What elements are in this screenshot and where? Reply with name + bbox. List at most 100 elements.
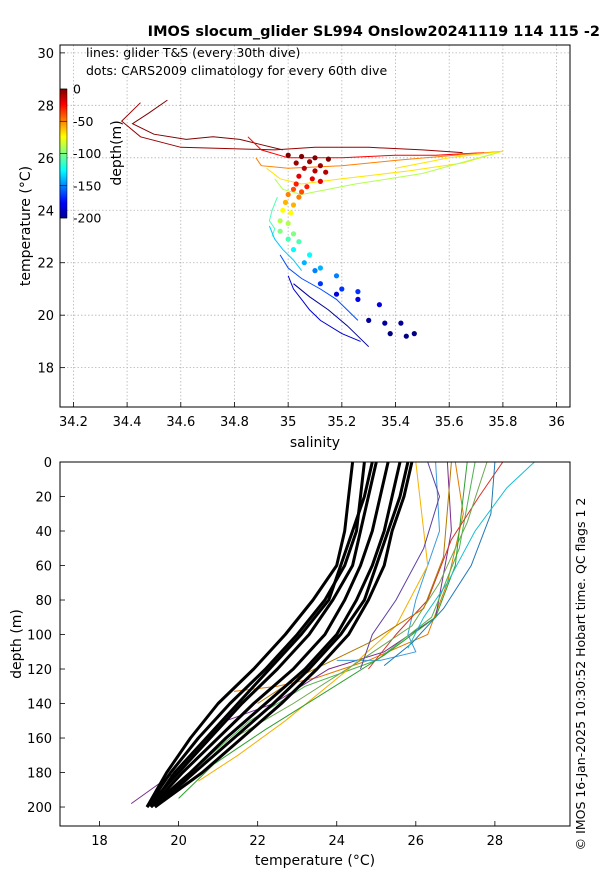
ts-climatology-dot: [288, 210, 294, 216]
glider-profile-line: [233, 461, 488, 739]
profile-y-ticks: 0 20 40 60 80 100 120 140 160 180 200: [27, 456, 65, 816]
ts-y-tick-label: 18: [37, 362, 54, 377]
ts-climatology-dot: [296, 173, 302, 179]
colorbar-tick-label: -100: [73, 146, 101, 161]
ts-climatology-dot: [387, 331, 393, 337]
ts-climatology-dot: [317, 178, 323, 184]
profile-y-tick-label: 180: [27, 767, 52, 782]
page-title: IMOS slocum_glider SL994 Onslow20241119 …: [148, 24, 600, 40]
ts-climatology-dot: [312, 268, 318, 274]
ts-climatology-dot: [339, 286, 345, 292]
ts-x-tick-label: 34.2: [59, 415, 88, 430]
ts-climatology-dot: [296, 239, 302, 245]
ts-climatology-dot: [290, 247, 297, 253]
profile-y-tick-label: 40: [35, 525, 52, 540]
ts-climatology-dot: [282, 199, 289, 205]
ts-climatology-dot: [299, 153, 305, 160]
ts-y-ticks: 18 20 22 24 26 28 30: [37, 47, 65, 377]
ts-y-tick-label: 28: [37, 99, 54, 114]
profile-y-tick-label: 20: [35, 491, 52, 506]
ts-climatology-dot: [323, 169, 329, 175]
profile-y-tick-label: 60: [35, 560, 52, 575]
ts-climatology-dot: [309, 176, 315, 182]
glider-profile-line: [368, 461, 504, 670]
ts-x-tick-label: 35: [280, 415, 297, 430]
climatology-profile-line: [149, 461, 374, 808]
ts-climatology-dot: [317, 265, 323, 271]
ts-x-tick-label: 35.2: [327, 415, 356, 430]
profile-y-tick-label: 160: [27, 732, 52, 747]
climatology-profile-line: [149, 461, 402, 809]
profile-x-tick-label: 22: [249, 834, 266, 849]
profile-x-axis-label: temperature (°C): [255, 853, 375, 869]
colorbar-tick-label: -200: [73, 211, 101, 226]
climatology-profile-line: [153, 461, 410, 809]
ts-climatology-dot: [355, 289, 361, 295]
ts-climatology-dot: [317, 163, 323, 169]
ts-climatology-dot: [285, 191, 291, 198]
ts-climatology-dot: [285, 152, 291, 158]
ts-glider-line: [131, 99, 283, 151]
ts-climatology-dot: [277, 228, 283, 234]
colorbar-tick-label: -50: [73, 114, 93, 129]
glider-profile-line: [336, 461, 441, 661]
ts-climatology-dot: [382, 320, 388, 326]
ts-glider-line: [120, 102, 463, 154]
climatology-profile-line: [154, 461, 414, 809]
ts-climatology-dot: [355, 296, 361, 302]
ts-climatology-dot: [333, 273, 340, 279]
ts-climatology-dot: [290, 202, 297, 208]
profile-y-tick-label: 80: [35, 594, 52, 609]
ts-x-ticks: 34.2 34.4 34.6 34.8 35 35.2 35.4 35.6 35.8 36: [59, 402, 565, 430]
ts-grid: [60, 45, 570, 407]
ts-glider-lines: [120, 99, 504, 348]
climatology-profiles: [145, 461, 414, 809]
ts-glider-line: [293, 283, 370, 348]
ts-climatology-dot: [403, 333, 409, 339]
glider-profile-line: [198, 461, 429, 782]
credit-note: © IMOS 16-Jan-2025 10:30:52 Hobart time.…: [573, 498, 588, 851]
ts-climatology-dot: [277, 218, 283, 224]
ts-climatology-dot: [301, 260, 307, 266]
ts-y-axis-label: temperature (°C): [18, 166, 34, 286]
colorbar-tick-label: 0: [73, 82, 81, 97]
profile-x-tick-label: 18: [91, 834, 108, 849]
ts-glider-line: [287, 275, 361, 342]
ts-x-axis-label: salinity: [290, 435, 340, 451]
ts-x-tick-label: 34.6: [166, 415, 195, 430]
ts-glider-line: [268, 225, 302, 271]
ts-climatology-dot: [333, 291, 340, 297]
ts-climatology-dot: [304, 184, 310, 190]
ts-glider-line: [247, 136, 485, 159]
ts-climatology-dot: [299, 189, 305, 195]
ts-glider-line: [266, 150, 504, 185]
ts-y-tick-label: 20: [37, 309, 54, 324]
ts-climatology-dot: [285, 236, 291, 242]
profile-x-tick-label: 26: [408, 834, 425, 849]
ts-climatology-dot: [411, 331, 417, 337]
legend-lines: lines: glider T&S (every 30th dive): [86, 45, 300, 60]
ts-x-tick-label: 35.4: [381, 415, 410, 430]
ts-climatology-dot: [325, 156, 331, 162]
ts-climatology-dot: [312, 168, 318, 174]
ts-climatology-dot: [285, 220, 291, 226]
climatology-profile-line: [145, 461, 355, 808]
ts-x-tick-label: 36: [548, 415, 565, 430]
ts-climatology-dot: [293, 160, 299, 166]
profile-x-tick-label: 28: [487, 834, 504, 849]
ts-climatology-dot: [312, 155, 318, 161]
ts-climatology-dot: [280, 207, 286, 213]
profile-x-tick-label: 20: [170, 834, 187, 849]
ts-x-tick-label: 35.6: [435, 415, 464, 430]
glider-profile-line: [407, 461, 535, 649]
profile-y-tick-label: 120: [27, 663, 52, 678]
ts-climatology-dot: [307, 159, 313, 165]
profile-plot: 18 20 22 24 26 28 0 20 40 60 80 100 120 140 160 180 200…: [9, 456, 571, 869]
ts-climatology-dot: [290, 231, 297, 237]
profile-y-axis-label: depth (m): [9, 609, 25, 679]
ts-climatology-dot: [366, 317, 372, 323]
ts-climatology-dot: [317, 281, 323, 287]
profile-y-tick-label: 0: [44, 456, 52, 471]
legend-dots: dots: CARS2009 climatology for every 60t…: [86, 63, 387, 78]
